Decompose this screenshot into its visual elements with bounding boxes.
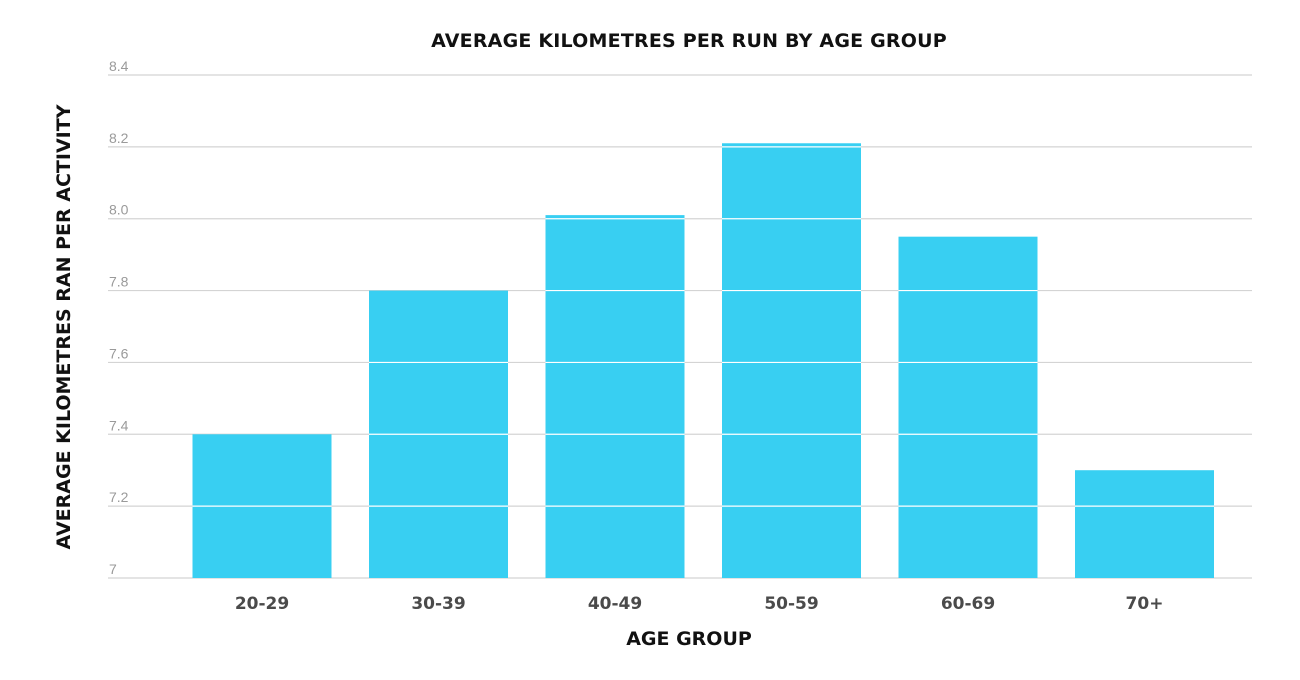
- bar: [1075, 470, 1214, 578]
- x-tick-label: 30-39: [411, 594, 465, 614]
- x-tick-label: 70+: [1126, 594, 1164, 614]
- bar: [545, 215, 685, 578]
- y-tick-label: 7.6: [109, 345, 129, 361]
- x-axis-title: AGE GROUP: [626, 628, 752, 650]
- bar: [898, 236, 1038, 578]
- y-axis-ticks: 7 7.2 7.4 7.6 7.8 8.0 8.2 8.4: [109, 58, 129, 577]
- y-tick-label: 8.2: [109, 130, 129, 146]
- y-axis-title: AVERAGE KILOMETRES RAN PER ACTIVITY: [53, 104, 75, 549]
- x-tick-label: 20-29: [235, 594, 289, 614]
- y-tick-label: 7.4: [109, 417, 129, 433]
- chart-title: AVERAGE KILOMETRES PER RUN BY AGE GROUP: [431, 30, 947, 52]
- y-tick-label: 7.2: [109, 489, 129, 505]
- x-tick-label: 50-59: [764, 594, 818, 614]
- y-tick-label: 7: [109, 561, 117, 577]
- x-tick-label: 60-69: [941, 594, 995, 614]
- y-tick-label: 8.4: [109, 58, 129, 74]
- x-tick-label: 40-49: [588, 594, 642, 614]
- y-tick-label: 7.8: [109, 274, 129, 290]
- y-tick-label: 8.0: [109, 202, 129, 218]
- bars: [192, 143, 1214, 578]
- bar-gridline-overlays: [192, 146, 1214, 507]
- x-axis-ticks: 20-29 30-39 40-49 50-59 60-69 70+: [235, 594, 1164, 614]
- bar: [722, 143, 861, 578]
